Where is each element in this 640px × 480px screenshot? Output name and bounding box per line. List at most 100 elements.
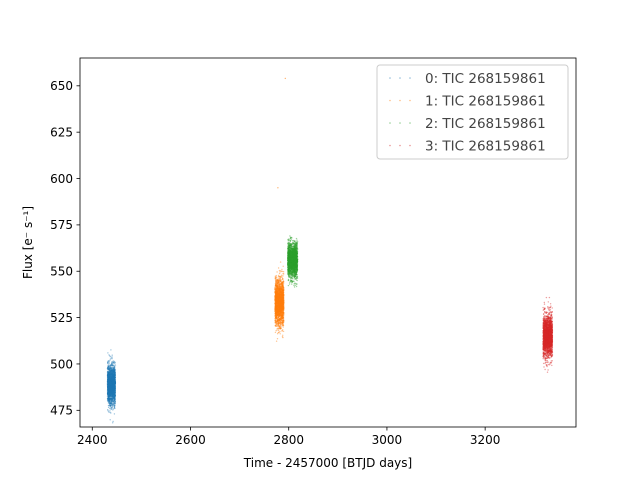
data-point [109,373,112,375]
data-point [110,377,112,380]
data-point [114,370,116,372]
data-point [111,408,113,410]
data-point [110,399,112,401]
data-point [109,382,112,384]
data-point [110,390,113,392]
data-point [109,382,112,384]
data-point [283,294,285,297]
data-point [110,387,112,389]
data-point [111,386,113,388]
data-point [108,380,111,382]
data-point [114,373,116,376]
data-point [109,385,112,387]
data-point [111,380,113,383]
data-point [112,387,114,390]
data-point [109,380,111,382]
data-point [112,385,114,387]
data-point [114,386,117,388]
data-point [113,379,115,381]
data-point [107,383,110,385]
data-point [109,366,111,368]
data-point [113,380,116,382]
data-point [278,320,280,322]
data-point [111,382,114,384]
data-point [113,378,115,380]
data-point [274,315,276,317]
data-point [107,381,110,383]
data-point [108,367,110,369]
data-point [110,412,112,414]
data-point [108,400,111,402]
data-point [280,279,282,282]
data-point [114,401,116,403]
data-point [112,370,115,373]
data-point [107,380,109,383]
data-point [111,406,113,409]
data-point [112,384,115,386]
data-point [114,368,117,371]
data-point [112,381,115,383]
data-point [276,338,279,340]
data-point [109,386,112,388]
data-point [109,375,111,377]
data-point [111,363,113,366]
data-point [279,331,281,333]
data-point [107,376,110,379]
data-point [110,369,112,371]
data-point [110,387,112,389]
data-point [278,306,280,308]
data-point [280,288,282,290]
data-point [112,368,114,371]
data-point [282,280,285,282]
data-point [114,388,116,390]
data-point [109,359,111,361]
data-point [113,373,116,375]
data-point [111,392,113,394]
data-point [107,400,109,402]
data-point [108,373,110,375]
data-point [109,387,112,389]
data-point [109,392,111,394]
data-point [110,387,112,389]
data-point [109,401,112,403]
data-point [107,393,109,396]
data-point [113,384,115,386]
data-point [109,374,111,376]
data-point [111,379,114,381]
series-1-points [274,261,285,342]
data-point [111,398,113,400]
data-point [109,405,112,407]
data-point [109,380,112,382]
data-point [288,283,291,285]
data-point [113,379,115,381]
data-point [283,303,285,305]
data-point [110,380,112,383]
data-point [114,381,116,383]
data-point [110,391,113,393]
data-point [112,391,114,394]
data-point [111,379,113,381]
data-point [112,366,114,369]
data-point [112,379,114,382]
data-point [280,308,282,310]
data-point [112,367,115,370]
data-point [282,293,284,296]
data-point [112,389,114,392]
data-point [282,272,284,275]
data-point [282,317,285,320]
data-point [110,387,113,389]
data-point [113,387,116,390]
data-point [112,384,115,387]
data-point [112,377,114,380]
data-point [113,390,116,393]
data-point [109,386,112,388]
data-point [109,374,111,376]
data-point [111,384,114,386]
data-point [278,309,281,311]
data-point [112,379,114,381]
data-point [109,358,112,360]
data-point [282,336,284,339]
data-point [280,284,283,287]
data-point [110,390,113,393]
